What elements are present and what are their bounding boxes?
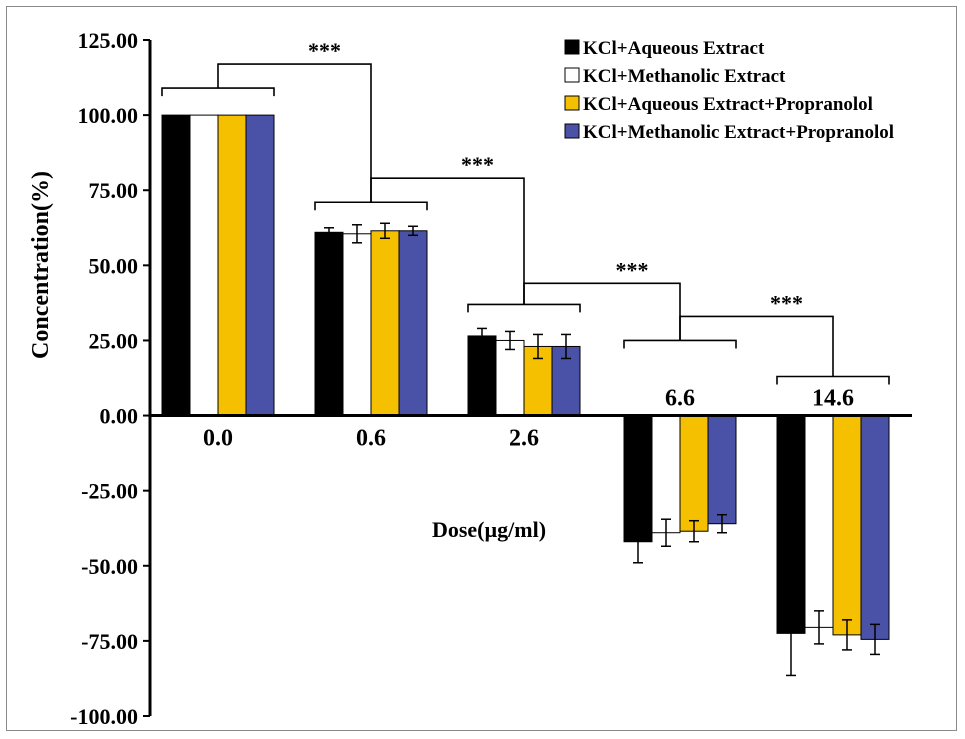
significance-connector [523,282,681,341]
y-tick-label: -25.00 [81,479,138,504]
legend-swatch [564,39,580,55]
significance-connector [217,63,372,203]
bar [679,415,709,532]
y-tick-label: 100.00 [78,103,139,128]
y-tick-label: -100.00 [70,704,138,729]
y-tick-label: 25.00 [89,328,139,353]
bar [467,335,497,417]
y-tick-label: 125.00 [78,28,139,53]
group-bracket [314,201,428,211]
legend-label: KCl+Aqueous Extract+Propranolol [583,94,873,115]
significance-label: *** [770,290,803,315]
bar [245,114,275,417]
significance-connector [679,315,834,377]
legend-label: KCl+Methanolic Extract [583,66,786,87]
significance-brackets: *** *** *** *** [161,38,890,385]
legend-label: KCl+Aqueous Extract [583,38,765,59]
y-tick-label: 0.00 [100,404,139,429]
bar [342,233,372,417]
x-category-label: 2.6 [509,426,539,452]
legend-swatch [564,95,580,111]
bar [707,415,737,525]
y-tick-label: 50.00 [89,253,139,278]
legend: KCl+Aqueous Extract KCl+Methanolic Extrac… [564,38,894,143]
legend-swatch [564,67,580,83]
x-axis: 0.0 0.6 2.6 6.6 14.6 [150,386,912,452]
y-axis: 125.00 100.00 75.00 50.00 25.00 0.00 -25.00 -50… [70,28,152,729]
x-category-label: 0.6 [356,426,386,452]
error-bars [324,222,880,677]
x-axis-label: Dose(µg/ml) [432,517,546,542]
bar [217,114,247,417]
significance-label: *** [616,257,649,282]
bar [189,114,219,417]
bar [495,339,525,417]
bar [832,415,862,636]
y-tick-label: 75.00 [89,178,139,203]
legend-swatch [564,123,580,139]
x-category-label: 14.6 [812,386,854,412]
bar [314,231,344,417]
significance-label: *** [461,152,494,177]
bar [651,415,681,534]
y-axis-label: Concentration(%) [28,171,54,359]
y-tick-label: -75.00 [81,629,138,654]
group-bracket [776,375,890,385]
significance-label: *** [308,38,341,63]
group-bracket [467,303,581,313]
group-bracket [161,87,275,97]
significance-connector [370,177,525,305]
bar [398,230,428,417]
x-category-label: 0.0 [203,426,233,452]
bars [161,114,890,640]
y-tick-label: -50.00 [81,554,138,579]
x-category-label: 6.6 [665,386,695,412]
legend-label: KCl+Methanolic Extract+Propranolol [583,122,894,143]
group-bracket [623,339,737,349]
bar [370,230,400,417]
bar [161,114,191,417]
bar [860,415,890,640]
bar [804,415,834,628]
